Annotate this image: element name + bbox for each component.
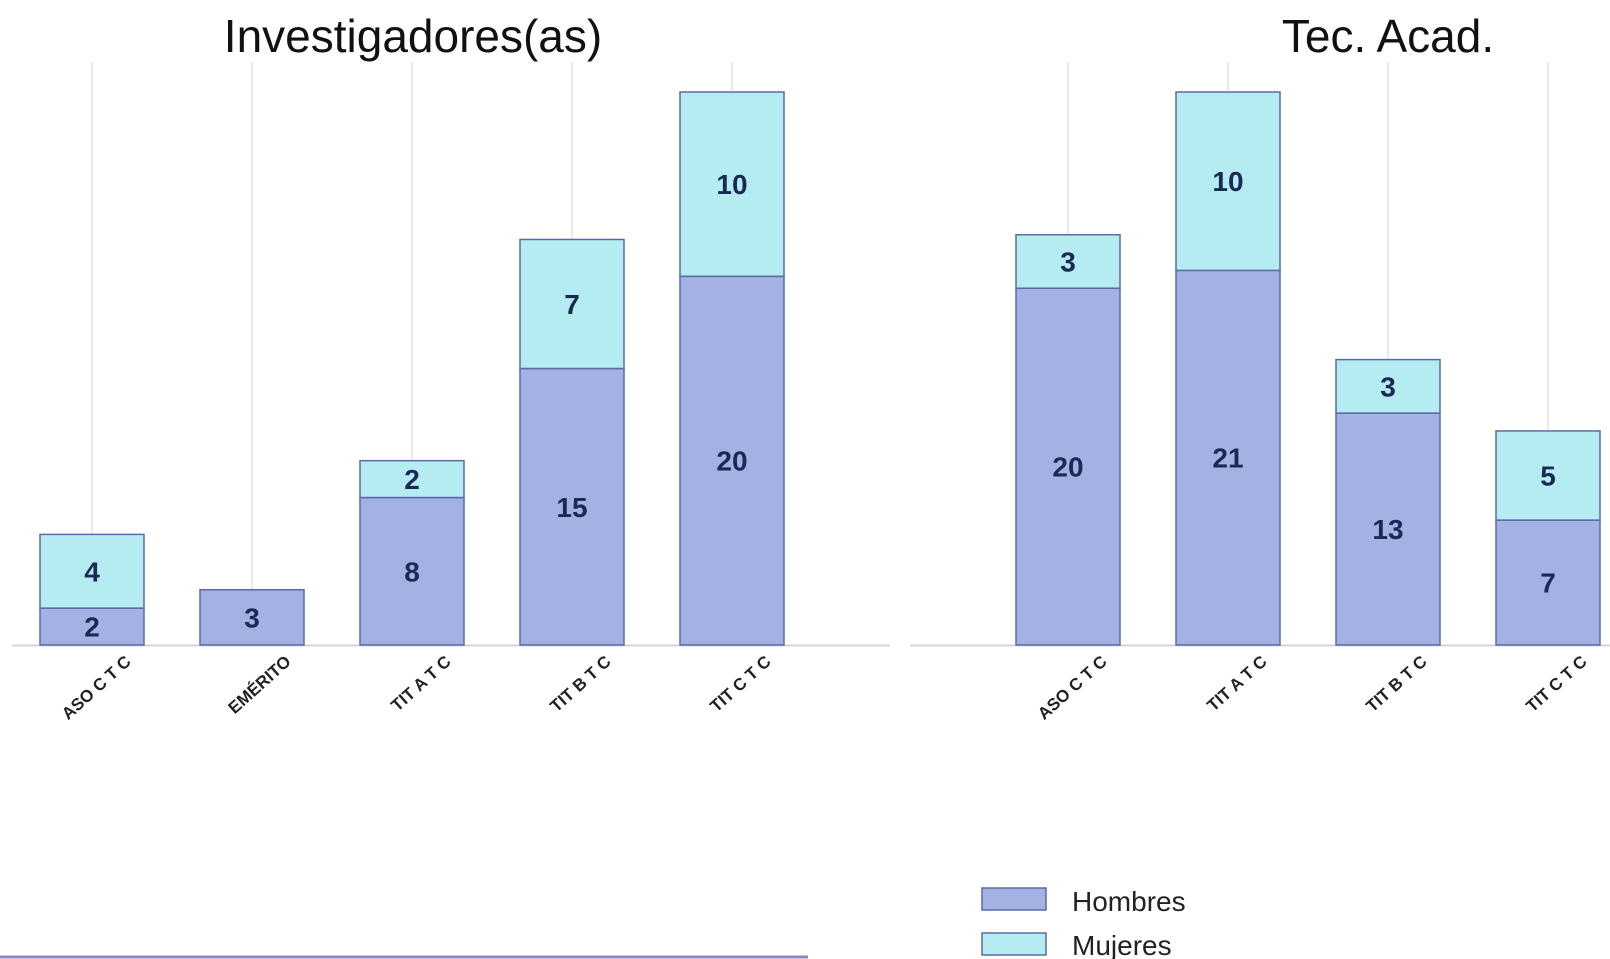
bar-mujeres-aso-c-t-c xyxy=(39,533,145,609)
legend-label-hombres: Hombres xyxy=(1072,886,1186,917)
chart-title: Tec. Acad. xyxy=(1282,10,1494,62)
tick-label-tit-c-t-c: TIT C T C xyxy=(707,652,775,716)
bar-hombres-aso-c-t-c xyxy=(39,607,145,646)
tick-label-tit-b-t-c: TIT B T C xyxy=(547,652,615,716)
chart-panel-tec-acad: 20 3 21 10 13 3 7 5 ASO C T C TIT A T C TIT B T C… xyxy=(910,10,1610,723)
chart-panel-investigadores: 2 4 3 8 2 15 7 20 10 ASO C T C EMÉRITO TIT A T C TI… xyxy=(12,10,890,723)
legend-swatch-hombres xyxy=(981,887,1047,911)
tick-label-aso-c-t-c: ASO C T C xyxy=(58,652,135,724)
tick-label-tit-a-t-c: TIT A T C xyxy=(1203,652,1270,715)
data-label-hombres-tit-b-t-c: 15 xyxy=(556,492,587,523)
bar-hombres-tit-a-t-c xyxy=(1175,269,1281,646)
data-label-hombres-aso-c-t-c: 20 xyxy=(1052,452,1083,483)
tick-label-aso-c-t-c: ASO C T C xyxy=(1034,652,1111,724)
data-label-hombres-aso-c-t-c: 2 xyxy=(84,612,100,643)
data-label-mujeres-aso-c-t-c: 3 xyxy=(1060,246,1076,277)
legend-swatch-mujeres xyxy=(981,932,1047,956)
bar-hombres-tit-c-t-c xyxy=(679,275,785,646)
data-label-hombres-tit-a-t-c: 8 xyxy=(404,556,420,587)
data-label-mujeres-tit-c-t-c: 5 xyxy=(1540,461,1556,492)
data-label-mujeres-tit-a-t-c: 10 xyxy=(1212,166,1243,197)
bar-hombres-tit-c-t-c xyxy=(1495,519,1601,646)
tick-label-tit-a-t-c: TIT A T C xyxy=(387,652,454,715)
data-label-mujeres-tit-b-t-c: 7 xyxy=(564,289,580,320)
tick-label-tit-c-t-c: TIT C T C xyxy=(1523,652,1591,716)
data-label-hombres-tit-c-t-c: 20 xyxy=(716,446,747,477)
data-label-mujeres-tit-b-t-c: 3 xyxy=(1380,371,1396,402)
bar-hombres-emerito xyxy=(199,588,305,646)
tick-label-emerito: EMÉRITO xyxy=(225,652,295,718)
data-label-hombres-tit-a-t-c: 21 xyxy=(1212,443,1243,474)
bar-mujeres-tit-b-t-c xyxy=(1335,358,1441,414)
bar-mujeres-aso-c-t-c xyxy=(1015,233,1121,289)
bar-mujeres-tit-b-t-c xyxy=(519,238,625,370)
data-label-mujeres-tit-a-t-c: 2 xyxy=(404,464,420,495)
bar-mujeres-tit-c-t-c xyxy=(679,91,785,278)
chart-title: Investigadores(as) xyxy=(224,10,602,62)
data-label-hombres-emerito: 3 xyxy=(244,602,260,633)
bar-mujeres-tit-c-t-c xyxy=(1495,430,1601,521)
tick-label-tit-b-t-c: TIT B T C xyxy=(1363,652,1431,716)
data-label-hombres-tit-b-t-c: 13 xyxy=(1372,514,1403,545)
data-label-mujeres-tit-c-t-c: 10 xyxy=(716,169,747,200)
legend: Hombres Mujeres xyxy=(981,886,1186,959)
bar-mujeres-tit-a-t-c xyxy=(359,459,465,499)
bar-hombres-tit-b-t-c xyxy=(519,367,625,646)
bar-hombres-aso-c-t-c xyxy=(1015,287,1121,646)
bar-mujeres-tit-a-t-c xyxy=(1175,91,1281,272)
data-label-hombres-tit-c-t-c: 7 xyxy=(1540,568,1556,599)
legend-label-mujeres: Mujeres xyxy=(1072,930,1172,959)
data-label-mujeres-aso-c-t-c: 4 xyxy=(84,556,100,587)
